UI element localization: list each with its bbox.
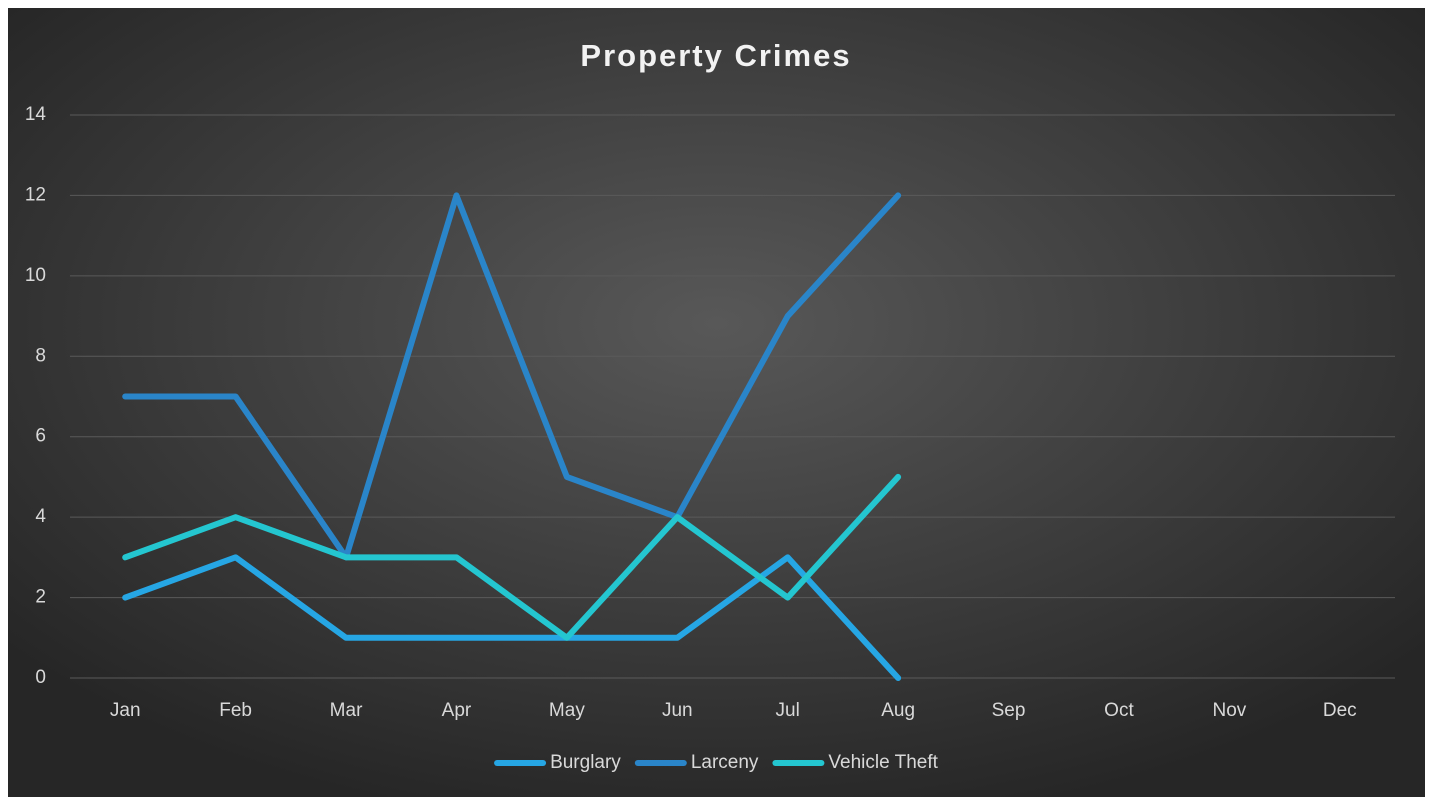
chart-title: Property Crimes [580,38,851,73]
x-tick-label: Oct [1104,700,1134,721]
y-tick-label: 4 [35,506,46,527]
y-tick-label: 10 [25,265,46,286]
y-tick-label: 2 [35,587,46,608]
legend-label: Vehicle Theft [828,752,938,773]
x-tick-label: Mar [330,700,363,721]
x-tick-label: Nov [1212,700,1246,721]
y-tick-label: 0 [35,667,46,688]
x-tick-label: Jan [110,700,141,721]
y-tick-label: 12 [25,184,46,205]
y-tick-label: 8 [35,345,46,366]
x-tick-label: Sep [992,700,1026,721]
legend-label: Larceny [691,752,759,773]
y-tick-label: 6 [35,426,46,447]
line [122,554,902,681]
x-tick-label: Dec [1323,700,1357,721]
line [122,192,902,561]
x-tick-label: Jun [662,700,693,721]
x-tick-label: Feb [219,700,252,721]
chart-background [8,8,1425,797]
x-tick-label: May [549,700,585,721]
x-tick-label: Apr [442,700,472,721]
legend-label: Burglary [550,752,621,773]
line [122,473,902,641]
x-tick-label: Aug [881,700,915,721]
x-tick-label: Jul [776,700,800,721]
y-tick-label: 14 [25,104,47,125]
